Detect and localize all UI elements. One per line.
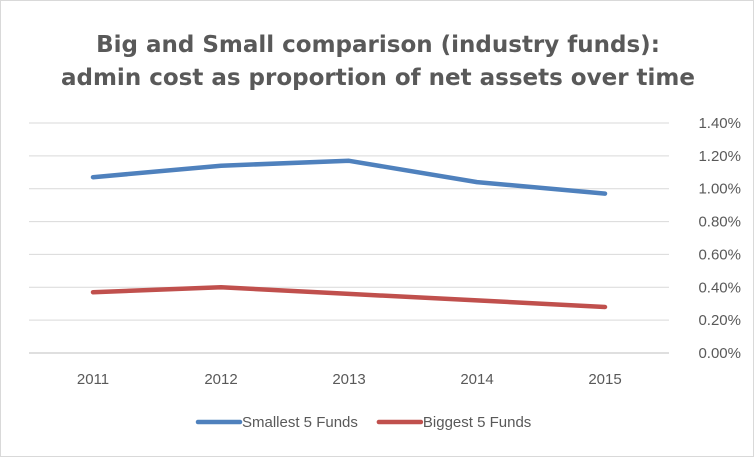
y-axis-ticks: 0.00% 0.20% 0.40% 0.60% 0.80% 1.00% 1.20% 1.40%: [698, 115, 741, 362]
x-axis-ticks: 2011 2012 2013 2014 2015: [77, 371, 622, 388]
legend-label: Smallest 5 Funds: [242, 414, 358, 431]
y-tick-label: 0.60%: [698, 246, 741, 263]
x-tick-label: 2011: [77, 371, 109, 388]
x-tick-label: 2014: [460, 371, 493, 388]
x-tick-label: 2012: [204, 371, 237, 388]
y-tick-label: 0.40%: [698, 279, 741, 296]
chart-title-block: Big and Small comparison (industry funds…: [1, 29, 753, 95]
series-line: [90, 285, 608, 310]
gridlines: [29, 122, 669, 354]
chart-title: Big and Small comparison (industry funds…: [96, 32, 660, 58]
series-lines: [90, 158, 608, 310]
y-tick-label: 1.40%: [698, 115, 741, 132]
x-tick-label: 2013: [332, 371, 365, 388]
x-tick-label: 2015: [588, 371, 621, 388]
legend-label: Biggest 5 Funds: [423, 414, 531, 431]
chart-subtitle: admin cost as proportion of net assets o…: [60, 65, 695, 91]
y-tick-label: 0.80%: [698, 214, 741, 231]
series-line: [90, 158, 608, 196]
y-tick-label: 1.20%: [698, 148, 741, 165]
y-tick-label: 0.00%: [698, 345, 741, 362]
legend: Smallest 5 Funds Biggest 5 Funds: [195, 414, 531, 431]
y-tick-label: 1.00%: [698, 181, 741, 198]
y-tick-label: 0.20%: [698, 312, 741, 329]
